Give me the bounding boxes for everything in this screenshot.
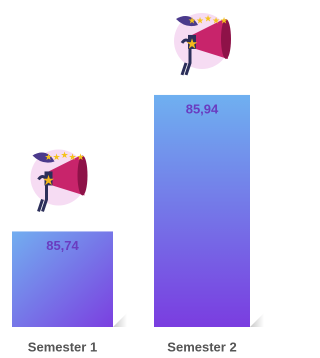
icon-star: ★ <box>212 15 220 25</box>
value-label: 85,94 <box>186 101 219 116</box>
icon-star: ★ <box>76 152 84 162</box>
icon-star: ★ <box>60 150 68 160</box>
icon-star-big: ★ <box>186 36 199 52</box>
x-tick-label: Semester 2 <box>167 339 236 354</box>
bar-shadow <box>113 313 127 327</box>
icon-star: ★ <box>44 152 52 162</box>
bar-shadow <box>250 313 264 327</box>
x-tick-label: Semester 1 <box>28 339 97 354</box>
megaphone-icon: ★★★★★★ <box>31 149 88 211</box>
value-label: 85,74 <box>46 238 79 253</box>
icon-star: ★ <box>220 15 228 25</box>
bar <box>154 95 250 327</box>
icon-star: ★ <box>196 15 204 25</box>
page: 85,74Semester 1★★★★★★85,94Semester 2★★★★… <box>0 0 320 358</box>
icon-star-big: ★ <box>42 172 55 188</box>
icon-star: ★ <box>204 13 212 23</box>
icon-star: ★ <box>68 152 76 162</box>
megaphone-icon: ★★★★★★ <box>174 13 231 75</box>
icon-star: ★ <box>188 15 196 25</box>
icon-star: ★ <box>52 152 60 162</box>
